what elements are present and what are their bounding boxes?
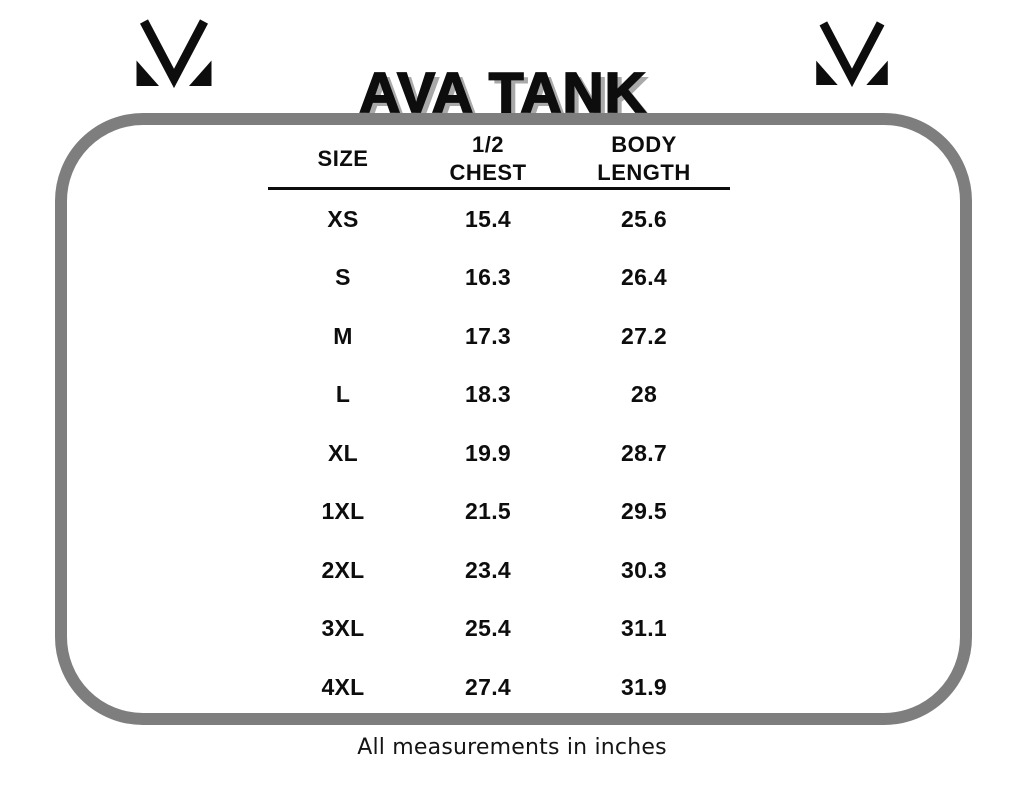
size-cell: 2XL <box>321 556 365 583</box>
length-cell: 29.5 <box>621 498 667 525</box>
table-row: XL 19.9 28.7 <box>268 424 730 483</box>
m-monogram-logo-icon <box>134 19 214 89</box>
table-row: 4XL 27.4 31.9 <box>268 658 730 717</box>
size-cell: S <box>335 264 351 291</box>
m-monogram-right-svg <box>816 21 888 88</box>
m-monogram-logo-icon <box>816 21 888 88</box>
table-row: XS 15.4 25.6 <box>268 190 730 249</box>
table-row: M 17.3 27.2 <box>268 307 730 366</box>
table-body: XS 15.4 25.6 S 16.3 26.4 M 17.3 27.2 L 1… <box>268 190 730 717</box>
chest-cell: 16.3 <box>465 264 511 291</box>
size-cell: 1XL <box>321 498 365 525</box>
chest-cell: 17.3 <box>465 322 511 349</box>
table-row: L 18.3 28 <box>268 366 730 425</box>
size-cell: XL <box>328 439 358 466</box>
length-cell: 28 <box>630 381 658 408</box>
chest-cell: 25.4 <box>465 615 511 642</box>
length-cell: 26.4 <box>621 264 667 291</box>
table-row: 1XL 21.5 29.5 <box>268 483 730 542</box>
m-monogram-left-svg <box>136 19 212 89</box>
header-underline <box>268 187 730 190</box>
chest-cell: 23.4 <box>465 556 511 583</box>
chest-cell: 21.5 <box>465 498 511 525</box>
chest-cell: 18.3 <box>465 381 511 408</box>
measurements-note: All measurements in inches <box>357 735 667 760</box>
chest-cell: 19.9 <box>465 439 511 466</box>
column-header-half-chest: 1/2 CHEST <box>418 131 558 187</box>
chest-cell: 15.4 <box>465 205 511 232</box>
chest-cell: 27.4 <box>465 673 511 700</box>
length-cell: 28.7 <box>621 439 667 466</box>
length-cell: 30.3 <box>621 556 667 583</box>
size-cell: 4XL <box>321 673 365 700</box>
size-cell: L <box>335 381 351 408</box>
length-cell: 25.6 <box>621 205 667 232</box>
table-header-row: SIZE 1/2 CHEST BODY LENGTH <box>268 131 730 187</box>
size-cell: 3XL <box>321 615 365 642</box>
size-cell: M <box>333 322 353 349</box>
column-header-body-length: BODY LENGTH <box>558 131 730 187</box>
table-row: S 16.3 26.4 <box>268 249 730 308</box>
length-cell: 31.9 <box>621 673 667 700</box>
column-header-body-length-label: BODY LENGTH <box>597 132 691 185</box>
column-header-size-label: SIZE <box>317 146 369 171</box>
column-header-size: SIZE <box>268 145 418 173</box>
length-cell: 27.2 <box>621 322 667 349</box>
size-cell: XS <box>327 205 359 232</box>
table-row: 2XL 23.4 30.3 <box>268 541 730 600</box>
rounded-border-frame <box>55 113 972 725</box>
length-cell: 31.1 <box>621 615 667 642</box>
size-table: SIZE 1/2 CHEST BODY LENGTH XS 15.4 25.6 … <box>268 131 730 717</box>
table-row: 3XL 25.4 31.1 <box>268 600 730 659</box>
column-header-half-chest-label: 1/2 CHEST <box>449 132 527 185</box>
